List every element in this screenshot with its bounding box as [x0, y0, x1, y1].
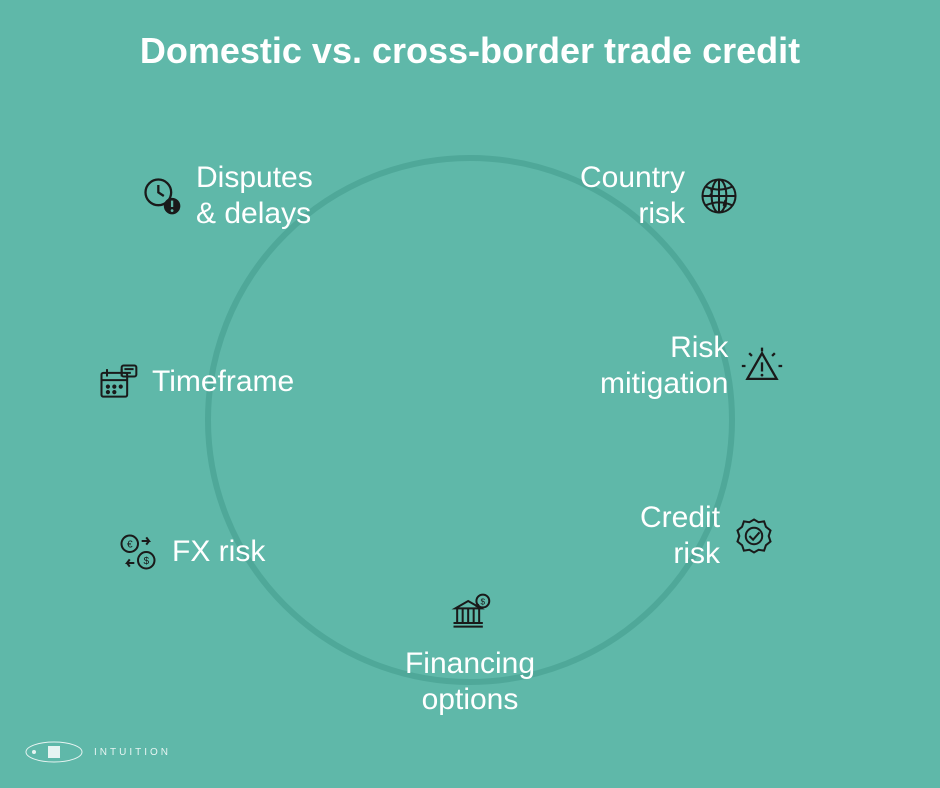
item-country: Country risk: [580, 160, 741, 232]
currency-exchange-icon: € $: [116, 530, 160, 574]
item-label: Risk mitigation: [600, 330, 728, 402]
infographic-canvas: Domestic vs. cross-border trade credit D…: [0, 0, 940, 788]
item-timeframe: Timeframe: [96, 360, 294, 404]
item-disputes: Disputes & delays: [140, 160, 313, 232]
logo-text: INTUITION: [94, 747, 171, 758]
svg-text:$: $: [143, 556, 149, 567]
svg-text:€: €: [127, 539, 133, 550]
clock-alert-icon: [140, 174, 184, 218]
logo-mark-icon: [24, 738, 84, 766]
item-label: FX risk: [172, 534, 265, 570]
item-fx: € $ FX risk: [116, 530, 265, 574]
warning-icon: [740, 344, 784, 388]
svg-text:$: $: [481, 598, 486, 607]
calendar-icon: [96, 360, 140, 404]
page-title: Domestic vs. cross-border trade credit: [0, 30, 940, 72]
brand-logo: INTUITION: [24, 738, 171, 766]
item-label: Timeframe: [152, 364, 294, 400]
item-label: Country risk: [580, 160, 685, 232]
bank-money-icon: $: [448, 590, 492, 634]
item-label: Disputes & delays: [196, 160, 313, 232]
item-label: Credit risk: [640, 500, 720, 572]
badge-check-icon: [732, 514, 776, 558]
item-credit: Credit risk: [640, 500, 776, 572]
item-mitigation: Risk mitigation: [600, 330, 784, 402]
item-label: Financing options: [405, 646, 535, 718]
globe-icon: [697, 174, 741, 218]
item-financing: $ Financing options: [390, 590, 550, 718]
